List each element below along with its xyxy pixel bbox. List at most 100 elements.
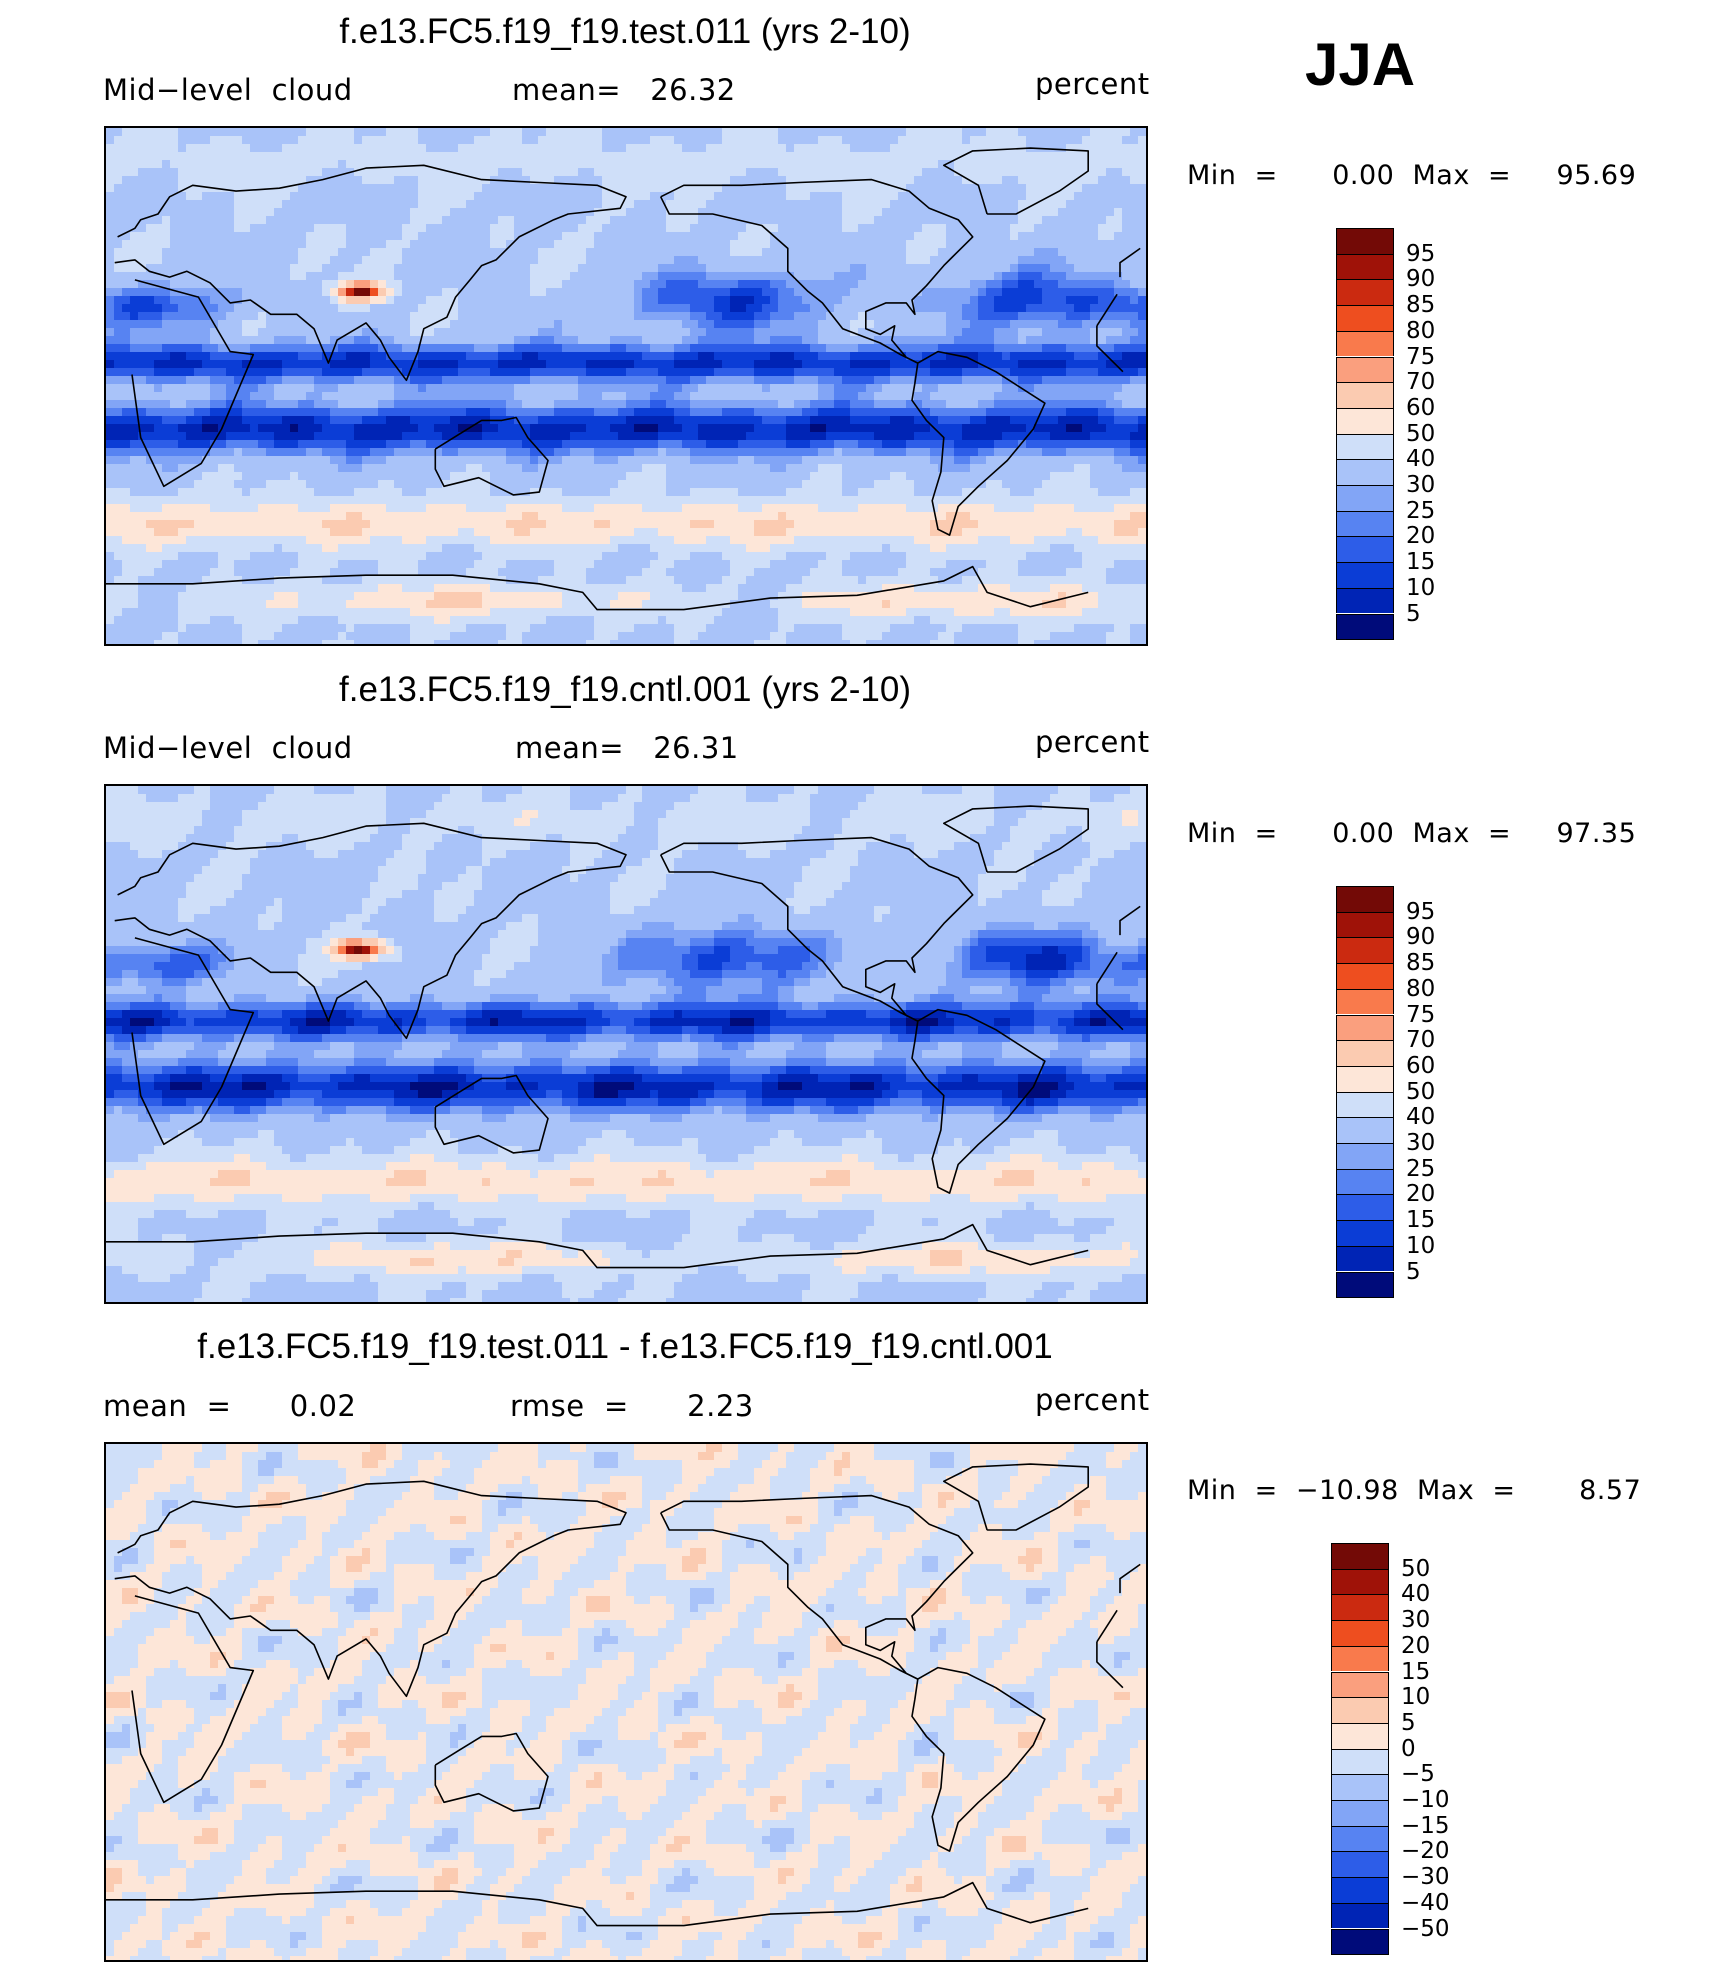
field-cell (522, 216, 531, 225)
field-cell (658, 160, 667, 169)
field-cell (666, 376, 675, 385)
field-cell (418, 408, 427, 417)
field-cell (1122, 296, 1131, 305)
field-cell (178, 248, 187, 257)
field-cell (1130, 240, 1139, 249)
field-cell (642, 248, 651, 257)
field-cell (786, 392, 795, 401)
field-cell (346, 304, 355, 313)
field-cell (594, 296, 603, 305)
field-cell (1074, 408, 1083, 417)
field-cell (434, 352, 443, 361)
field-cell (1082, 152, 1091, 161)
field-cell (738, 424, 747, 433)
field-cell (970, 400, 979, 409)
field-cell (506, 296, 515, 305)
field-cell (986, 344, 995, 353)
field-cell (898, 256, 907, 265)
field-cell (546, 280, 555, 289)
field-cell (818, 152, 827, 161)
contour-fill (106, 128, 1146, 644)
field-cell (154, 240, 163, 249)
field-cell (1066, 352, 1075, 361)
field-cell (594, 248, 603, 257)
field-cell (1066, 136, 1075, 145)
field-cell (930, 296, 939, 305)
field-cell (330, 296, 339, 305)
field-cell (610, 272, 619, 281)
field-cell (642, 408, 651, 417)
field-cell (458, 376, 467, 385)
field-cell (250, 200, 259, 209)
field-cell (554, 216, 563, 225)
field-cell (1074, 248, 1083, 257)
field-cell (282, 232, 291, 241)
field-cell (794, 144, 803, 153)
field-cell (234, 144, 243, 153)
field-cell (554, 272, 563, 281)
field-cell (162, 160, 171, 169)
field-cell (506, 400, 515, 409)
field-cell (810, 328, 819, 337)
field-cell (162, 408, 171, 417)
field-cell (170, 360, 179, 369)
field-cell (170, 344, 179, 353)
field-cell (794, 416, 803, 425)
field-cell (722, 304, 731, 313)
field-cell (938, 368, 947, 377)
field-cell (610, 200, 619, 209)
field-cell (306, 168, 315, 177)
field-cell (442, 184, 451, 193)
field-cell (186, 304, 195, 313)
field-cell (906, 184, 915, 193)
field-cell (794, 136, 803, 145)
field-cell (1082, 424, 1091, 433)
field-cell (1082, 216, 1091, 225)
field-cell (586, 128, 595, 137)
field-cell (154, 280, 163, 289)
field-cell (538, 280, 547, 289)
field-cell (442, 416, 451, 425)
field-cell (570, 384, 579, 393)
field-cell (642, 208, 651, 217)
field-cell (1058, 280, 1067, 289)
field-cell (1018, 248, 1027, 257)
field-cell (178, 432, 187, 441)
field-cell (770, 248, 779, 257)
field-cell (274, 208, 283, 217)
field-cell (730, 400, 739, 409)
field-cell (514, 424, 523, 433)
field-cell (714, 400, 723, 409)
field-cell (290, 296, 299, 305)
field-cell (450, 352, 459, 361)
field-cell (890, 312, 899, 321)
field-cell (306, 152, 315, 161)
field-cell (122, 224, 131, 233)
field-cell (1010, 152, 1019, 161)
field-cell (570, 144, 579, 153)
field-cell (1090, 208, 1099, 217)
field-cell (618, 304, 627, 313)
field-cell (410, 344, 419, 353)
field-cell (690, 376, 699, 385)
field-cell (986, 224, 995, 233)
field-cell (506, 424, 515, 433)
field-cell (658, 424, 667, 433)
field-cell (1058, 288, 1067, 297)
field-cell (650, 360, 659, 369)
field-cell (306, 368, 315, 377)
field-cell (106, 352, 115, 361)
field-cell (650, 192, 659, 201)
field-cell (594, 240, 603, 249)
field-cell (714, 232, 723, 241)
field-cell (402, 392, 411, 401)
field-cell (1050, 416, 1059, 425)
field-cell (202, 248, 211, 257)
field-cell (450, 376, 459, 385)
field-cell (250, 416, 259, 425)
field-cell (330, 272, 339, 281)
field-cell (722, 144, 731, 153)
field-cell (122, 320, 131, 329)
field-cell (986, 192, 995, 201)
field-cell (402, 408, 411, 417)
